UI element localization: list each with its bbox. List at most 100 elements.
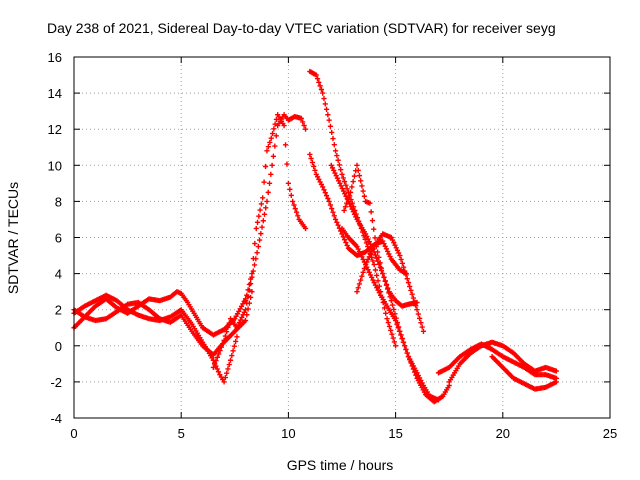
data-point [411,299,418,305]
data-point [258,231,264,237]
data-point [360,188,366,194]
data-point [253,225,259,232]
data-point [344,186,350,192]
data-point [272,121,278,127]
data-point [553,368,559,374]
data-point [334,152,340,159]
data-point [403,272,409,278]
data-point [417,315,423,321]
y-tick-label: 4 [55,267,62,282]
data-point [250,255,256,262]
plot-frame [73,56,611,419]
data-point [354,162,360,168]
data-point [341,178,348,185]
data-point [258,201,264,207]
data-point [265,144,271,150]
data-point [335,157,341,163]
data-point [325,195,331,202]
data-point [344,242,350,249]
data-point [330,209,336,215]
data-point [358,178,364,184]
data-point [284,161,290,167]
y-tick-label: 2 [55,303,62,318]
data-point [340,175,346,181]
data-point [309,159,316,166]
data-point [378,265,385,271]
series-sat-c [71,289,255,358]
x-axis-label: GPS time / hours [287,457,394,473]
data-point [381,274,387,280]
data-point [263,205,269,211]
data-point [343,182,349,188]
data-point [386,323,393,330]
data-point [399,335,405,342]
data-point [257,207,263,213]
data-point [317,83,323,89]
data-point [341,237,348,243]
data-point [400,339,406,345]
data-point [355,167,361,174]
data-point [260,195,266,201]
data-point [396,328,403,334]
data-point [281,122,287,129]
data-point [369,217,376,224]
data-point [230,348,236,354]
data-point [403,346,409,353]
data-point [269,162,275,168]
data-point [214,354,220,360]
data-point [227,357,234,363]
data-point [398,256,404,263]
data-point [222,333,228,339]
data-point [374,272,380,279]
data-point [371,226,377,232]
data-point [407,283,413,290]
series-sat-n [489,354,559,392]
y-tick-label: 14 [48,86,62,101]
y-tick-label: -4 [50,411,62,426]
data-point [242,307,249,313]
data-point [419,324,425,330]
data-point [409,291,415,297]
y-tick-label: 0 [55,339,62,354]
data-point [350,178,356,185]
data-point [221,337,227,343]
x-tick-label: 20 [496,426,510,441]
data-point [393,343,399,349]
data-point [355,285,361,291]
data-point [326,117,332,123]
data-point [361,193,367,199]
data-point [398,332,404,338]
data-point [397,252,403,259]
data-point [374,249,381,255]
data-point [402,343,408,349]
data-point [312,167,318,173]
data-point [224,329,230,335]
data-point [382,278,388,284]
data-point [214,366,220,372]
data-point [245,287,251,293]
data-point [334,219,340,225]
series-sat-m [446,339,559,385]
x-tick-label: 0 [70,426,77,441]
data-point [418,320,424,326]
series-sat-d [210,112,309,371]
x-tick-label: 5 [178,426,185,441]
data-point [307,151,313,158]
data-point [316,79,322,85]
data-point [226,361,232,368]
data-point [322,101,328,107]
series-sat-a [71,289,249,338]
data-point [404,276,410,282]
series-sat-e [242,112,309,304]
data-point [359,273,365,279]
data-point [354,289,360,295]
data-point [242,298,249,304]
data-point [368,209,374,215]
data-point [377,260,383,266]
data-point [404,350,410,356]
y-tick-label: 16 [48,50,62,65]
data-point [259,224,265,230]
data-point [391,306,397,313]
data-point [327,202,334,208]
